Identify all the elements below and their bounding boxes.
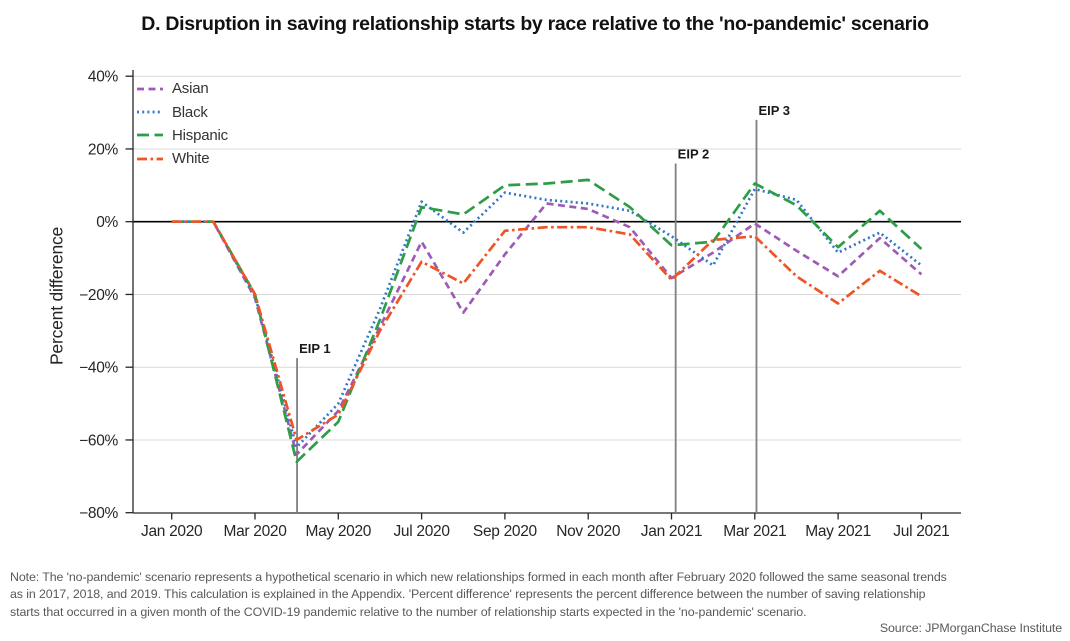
legend-item-white: White [137, 147, 228, 170]
legend-label: Asian [172, 80, 209, 98]
eip-label: EIP 3 [758, 103, 790, 118]
legend: Asian Black Hispanic White [137, 77, 228, 171]
series-line-asian [171, 202, 923, 456]
legend-item-hispanic: Hispanic [137, 124, 228, 147]
x-tick-label: Jan 2021 [641, 523, 702, 540]
legend-label: Hispanic [172, 126, 228, 144]
legend-line-sample [137, 157, 163, 161]
note-line: as in 2017, 2018, and 2019. This calcula… [10, 587, 926, 602]
legend-item-asian: Asian [137, 77, 228, 100]
legend-item-black: Black [137, 100, 228, 123]
legend-label: White [172, 150, 210, 168]
note-line: starts that occurred in a given month of… [10, 604, 807, 619]
x-tick-label: Jan 2020 [141, 523, 203, 540]
chart-title: D. Disruption in saving relationship sta… [141, 13, 929, 35]
source-text: Source: JPMorganChase Institute [879, 621, 1062, 635]
legend-line-sample [137, 134, 163, 137]
legend-line-sample [137, 110, 163, 114]
y-tick-label: 20% [88, 141, 119, 158]
x-tick-label: Nov 2020 [556, 523, 621, 540]
legend-label: Black [172, 103, 208, 121]
y-tick-label: −40% [79, 360, 118, 377]
y-tick-label: −60% [79, 432, 118, 449]
series-line-white [171, 220, 923, 442]
series-line-hispanic [171, 178, 923, 464]
x-tick-label: May 2020 [305, 523, 371, 540]
eip-label: EIP 1 [299, 341, 331, 356]
x-tick-label: May 2021 [805, 523, 871, 540]
x-tick-label: Sep 2020 [473, 523, 538, 540]
y-tick-label: −80% [79, 505, 118, 522]
x-tick-label: Jul 2020 [393, 523, 450, 540]
x-tick-label: Jul 2021 [893, 523, 949, 540]
note-text: Note: The 'no-pandemic' scenario represe… [10, 569, 1010, 621]
x-tick-label: Mar 2020 [223, 523, 287, 540]
y-tick-label: 40% [88, 69, 119, 86]
y-tick-label: −20% [79, 287, 118, 304]
eip-label: EIP 2 [678, 147, 710, 162]
series-line-black [171, 187, 923, 449]
legend-line-sample [137, 87, 163, 91]
note-line: Note: The 'no-pandemic' scenario represe… [10, 570, 947, 584]
y-tick-label: 0% [96, 214, 118, 231]
x-tick-label: Mar 2021 [723, 523, 786, 540]
